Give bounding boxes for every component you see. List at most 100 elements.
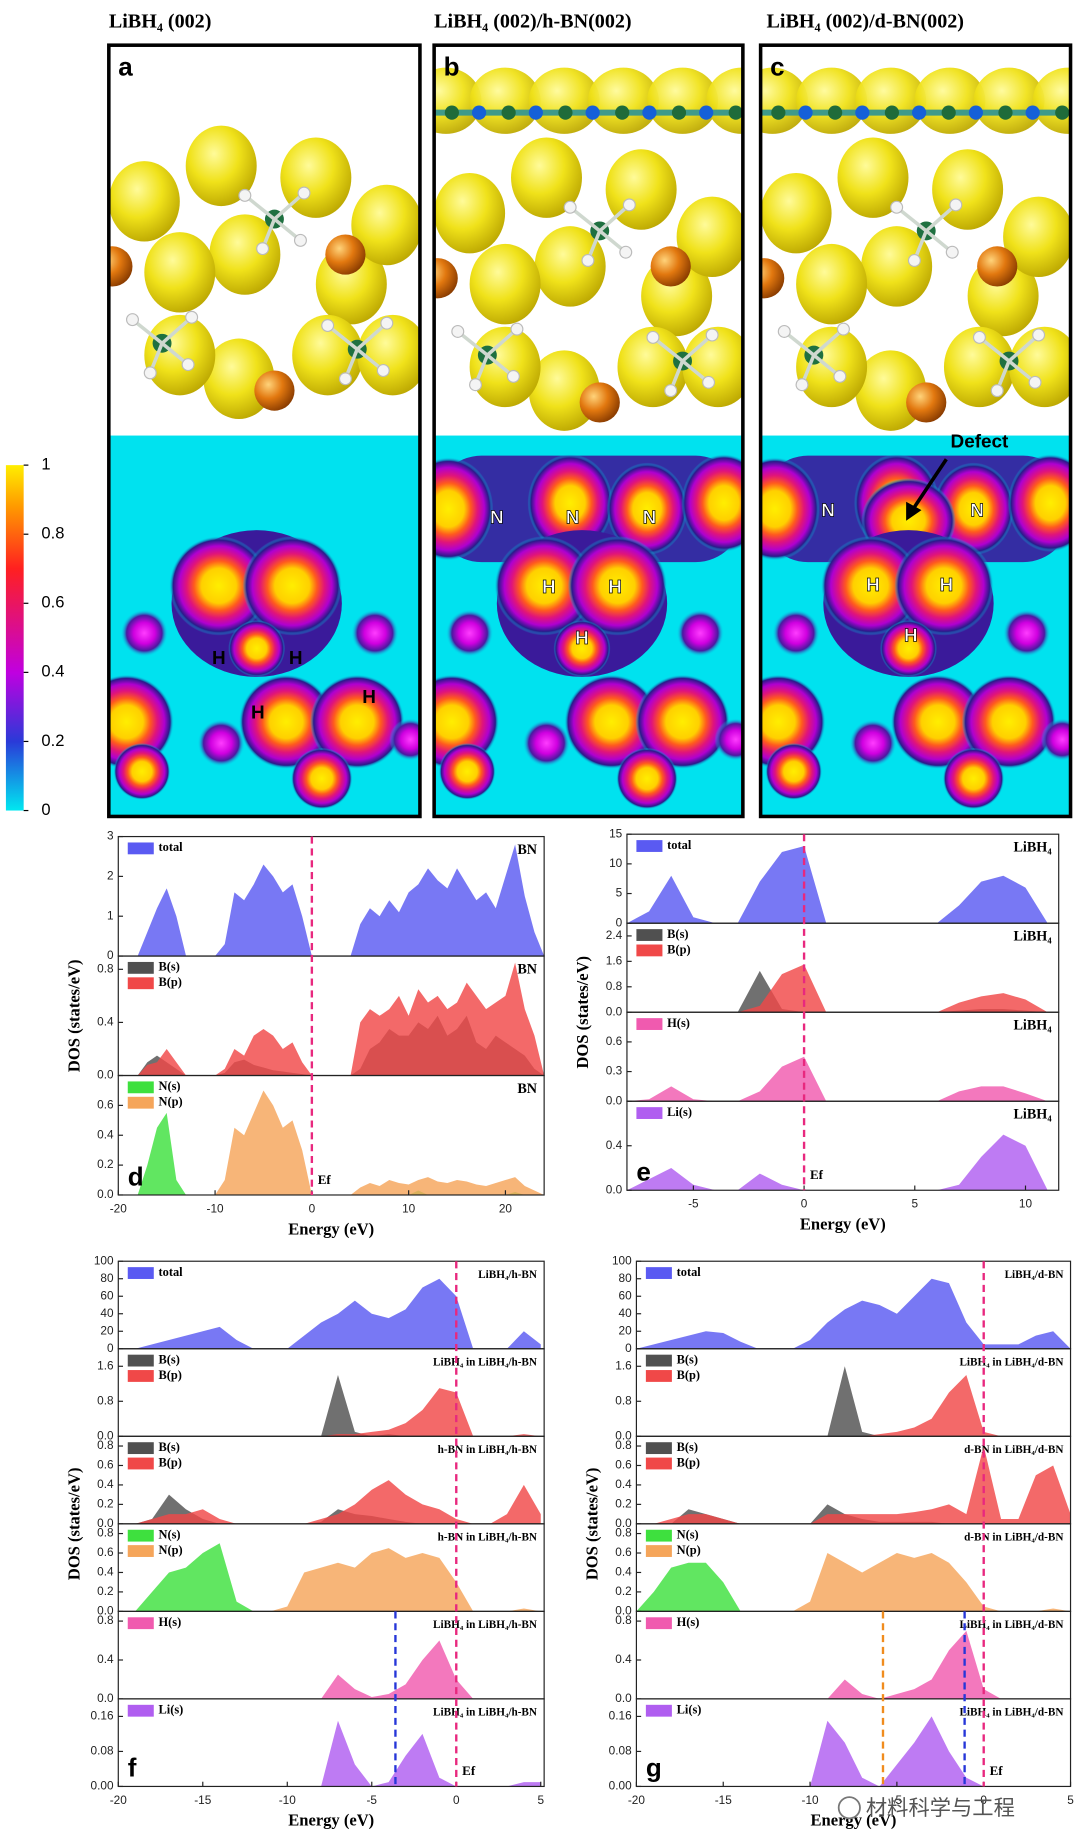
legend-label: B(p) (159, 1368, 182, 1382)
y-tick-label: 0.2 (97, 1497, 113, 1511)
y-tick-label: 0.2 (97, 1157, 113, 1171)
y-tick-label: 2.4 (606, 928, 623, 942)
h-lobe (796, 243, 868, 325)
legend-swatch (645, 1704, 672, 1717)
h-atom (185, 310, 199, 324)
y-tick-label: 0.4 (97, 1652, 114, 1666)
bn-lobe (973, 67, 1045, 134)
x-tick-label: -10 (802, 1793, 820, 1807)
legend-swatch (127, 1529, 154, 1542)
dos-area (636, 1278, 1071, 1349)
b-atom (884, 105, 900, 120)
x-axis-label: Energy (eV) (288, 1219, 374, 1238)
n-atom (642, 105, 657, 120)
legend-swatch (127, 842, 154, 855)
panel-letter: e (636, 1157, 650, 1187)
defect-arrow (911, 458, 948, 510)
h-atom (510, 322, 524, 336)
h-atom (972, 330, 986, 344)
atom-label: N (970, 500, 984, 521)
n-density (760, 457, 820, 561)
legend-swatch (127, 1704, 154, 1717)
y-tick-label: 40 (619, 1306, 633, 1320)
subplot-label: LiBH₄ in LiBH₄/h-BN (433, 1707, 537, 1719)
legend-swatch (127, 1442, 154, 1455)
legend-label: total (159, 1265, 184, 1279)
subplot-label: LiBH₄/h-BN (478, 1269, 537, 1281)
y-tick-label: 10 (609, 856, 623, 870)
dos-area (118, 1543, 541, 1612)
y-tick-label: 0.0 (97, 1428, 114, 1442)
y-tick-label: 80 (619, 1271, 633, 1285)
y-tick-label: 60 (619, 1288, 633, 1302)
legend-label: N(s) (677, 1528, 699, 1542)
y-tick-label: 0.00 (609, 1779, 632, 1793)
dos-area (636, 1716, 1071, 1787)
h-lobe (861, 226, 933, 307)
subplot-label: LiBH₄ (1013, 1107, 1052, 1123)
atom-label: H (904, 626, 918, 647)
y-tick-label: 0.8 (97, 961, 114, 975)
h-atom (297, 186, 311, 200)
legend-swatch (645, 1354, 672, 1367)
y-tick-label: 0.8 (615, 1613, 632, 1627)
legend-swatch (127, 961, 154, 974)
legend-label: H(s) (159, 1615, 182, 1629)
li-density (522, 719, 571, 767)
x-tick-label: -20 (110, 1201, 128, 1215)
dos-area (118, 1090, 545, 1195)
b-atom (501, 105, 516, 120)
li-atom (760, 258, 785, 299)
h-atom (949, 198, 963, 212)
h-density (820, 536, 921, 636)
bond (681, 333, 714, 363)
y-tick-label: 0.6 (97, 1458, 114, 1472)
y-tick-label: 0 (625, 1341, 632, 1355)
li-density (445, 609, 494, 657)
legend-label: B(s) (677, 1440, 698, 1454)
y-tick-label: 0.3 (606, 1064, 623, 1078)
h-atom (1028, 375, 1042, 389)
h-atom (338, 372, 352, 386)
panel-letter: b (444, 52, 460, 82)
panel-frame (758, 43, 1073, 819)
y-tick-label: 0.6 (97, 1098, 114, 1112)
bond (1007, 333, 1040, 363)
bn-lobe (587, 67, 659, 134)
bond (160, 315, 193, 345)
h-density (942, 747, 1005, 810)
li-density (1040, 718, 1071, 761)
x-tick-label: -20 (628, 1793, 646, 1807)
n-density (434, 457, 494, 561)
h-density (765, 743, 823, 800)
subplot-label: LiBH₄ (1013, 1018, 1052, 1034)
subplot-label: LiBH₄ in LiBH₄/d-BN (959, 1357, 1063, 1369)
dos-area (626, 846, 1048, 924)
dos-chart: 0 5 10 15 total LiBH₄ 0.0 0.8 1.6 2.4 B(s)B(p) LiBH… (573, 826, 1060, 1234)
dos-area (118, 1375, 541, 1437)
h-density (309, 674, 405, 770)
y-tick-label: 0.0 (615, 1428, 632, 1442)
legend-label: B(p) (159, 975, 182, 989)
y-tick-label: 0.8 (97, 1613, 114, 1627)
x-tick-label: 0 (309, 1201, 316, 1215)
atom-label: H (212, 648, 226, 669)
li-atom (579, 382, 620, 423)
y-tick-label: 0.6 (606, 1034, 623, 1048)
li-density (849, 719, 897, 767)
bond (598, 203, 631, 233)
b-atom (728, 105, 743, 120)
h-atom (664, 384, 678, 398)
legend-swatch (645, 1545, 672, 1557)
h-density (108, 674, 174, 770)
legend-label: B(p) (667, 942, 690, 956)
h-atom (181, 358, 195, 372)
ef-label: Ef (318, 1172, 332, 1187)
subplot-label: LiBH₄ (1013, 840, 1052, 856)
x-tick-label: -20 (110, 1793, 128, 1807)
x-axis-label: Energy (eV) (811, 1811, 897, 1830)
n-atom (912, 105, 927, 120)
h-density (890, 674, 986, 770)
